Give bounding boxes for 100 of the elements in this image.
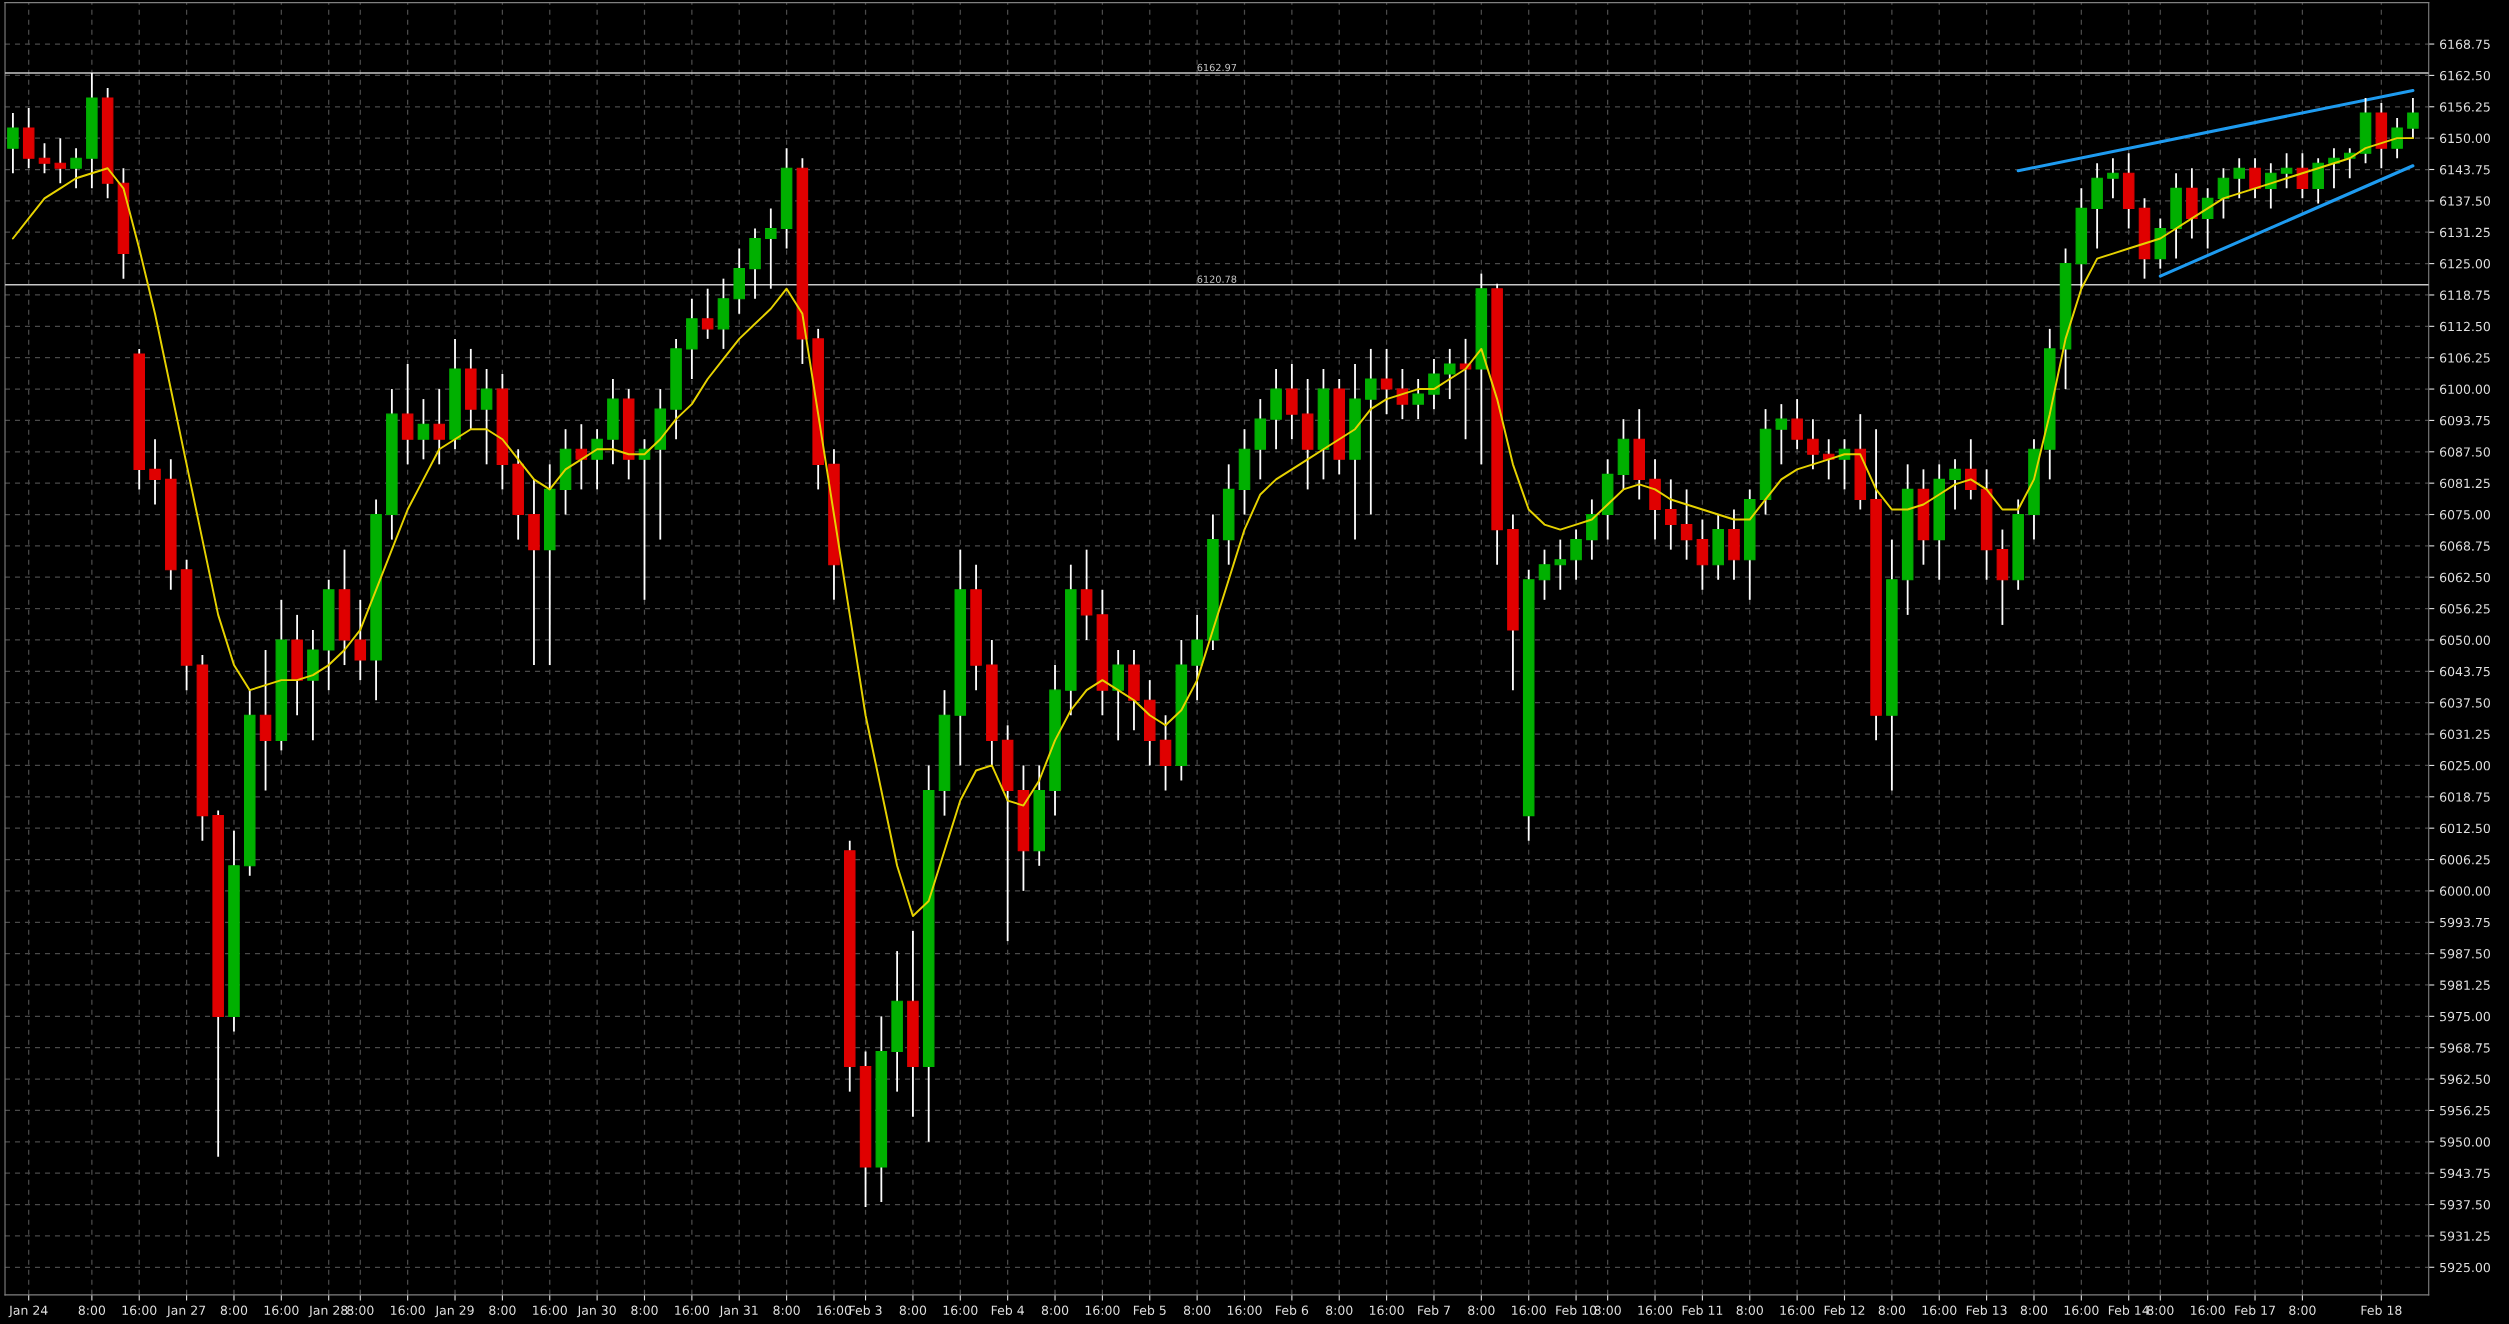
y-tick-label: 6012.50 bbox=[2440, 823, 2490, 834]
y-tick-label: 6068.75 bbox=[2440, 541, 2490, 551]
y-tick-label: 6125.00 bbox=[2440, 259, 2490, 269]
x-tick-label: 16:00 bbox=[122, 1305, 157, 1315]
y-tick-label: 6112.50 bbox=[2440, 321, 2490, 332]
x-tick-label: 16:00 bbox=[533, 1305, 567, 1315]
y-tick-label: 6137.50 bbox=[2440, 196, 2490, 206]
x-tick-label: 8:00 bbox=[1736, 1305, 1763, 1315]
x-tick-label: 16:00 bbox=[2191, 1305, 2225, 1315]
candlestick bbox=[1538, 548, 1551, 601]
y-tick-label: 6150.00 bbox=[2440, 133, 2490, 144]
ref-line-label: 6120.78 bbox=[1197, 275, 1237, 283]
y-tick-label: 6006.25 bbox=[2440, 855, 2490, 865]
y-tick-label: 6118.75 bbox=[2440, 290, 2490, 300]
candlestick bbox=[2107, 157, 2119, 200]
candlestick bbox=[591, 428, 603, 491]
x-tick-label: 8:00 bbox=[899, 1305, 927, 1315]
y-tick-label: 6106.25 bbox=[2440, 353, 2490, 363]
candlestick bbox=[701, 287, 714, 340]
y-tick-label: 5937.50 bbox=[2440, 1200, 2490, 1210]
x-tick-label: Feb 11 bbox=[1682, 1305, 1723, 1315]
y-tick-label: 5987.50 bbox=[2440, 949, 2490, 959]
y-tick-label: 5950.00 bbox=[2440, 1137, 2490, 1147]
x-tick-label: Feb 18 bbox=[2361, 1305, 2402, 1315]
x-tick-label: 8:00 bbox=[773, 1305, 800, 1315]
y-tick-label: 5981.25 bbox=[2440, 980, 2490, 990]
x-tick-label: Jan 28 bbox=[308, 1305, 348, 1318]
candlestick bbox=[7, 112, 19, 175]
candlestick bbox=[1443, 348, 1456, 401]
y-tick-label: 5925.00 bbox=[2440, 1262, 2490, 1273]
x-tick-label: 16:00 bbox=[1922, 1305, 1957, 1315]
candlestick bbox=[1428, 358, 1440, 411]
candlestick bbox=[1775, 403, 1788, 466]
x-tick-label: 8:00 bbox=[2020, 1305, 2048, 1315]
candlestick bbox=[1665, 478, 1677, 551]
x-tick-label: Jan 29 bbox=[434, 1305, 474, 1318]
x-tick-label: 16:00 bbox=[1512, 1305, 1546, 1315]
candlestick bbox=[1380, 348, 1393, 416]
y-tick-label: 6000.00 bbox=[2440, 886, 2490, 896]
y-tick-label: 5993.75 bbox=[2440, 917, 2490, 928]
x-tick-label: 8:00 bbox=[220, 1305, 248, 1315]
candlestick bbox=[417, 398, 430, 461]
candlestick bbox=[1412, 378, 1424, 421]
y-tick-label: 5931.25 bbox=[2440, 1231, 2490, 1241]
x-tick-label: 16:00 bbox=[391, 1305, 425, 1315]
candlestick bbox=[2265, 162, 2277, 210]
x-tick-label: 8:00 bbox=[631, 1305, 658, 1315]
candlestick bbox=[149, 438, 161, 506]
y-tick-label: 6050.00 bbox=[2440, 635, 2490, 645]
candlestick bbox=[1965, 438, 1977, 501]
candlestick bbox=[2391, 117, 2403, 160]
x-tick-label: 16:00 bbox=[1227, 1305, 1262, 1315]
x-tick-label: Feb 17 bbox=[2235, 1305, 2275, 1315]
y-tick-label: 6043.75 bbox=[2440, 666, 2490, 677]
candlestick bbox=[38, 142, 51, 175]
y-tick-label: 6156.25 bbox=[2440, 102, 2490, 112]
x-tick-label: 8:00 bbox=[489, 1305, 516, 1315]
x-tick-label: Feb 3 bbox=[849, 1305, 882, 1315]
y-tick-label: 6087.50 bbox=[2440, 447, 2490, 457]
ref-line-label: 6162.97 bbox=[1197, 63, 1237, 72]
x-tick-label: 8:00 bbox=[1183, 1305, 1211, 1315]
x-tick-label: 16:00 bbox=[2064, 1305, 2099, 1315]
x-tick-label: 16:00 bbox=[1085, 1305, 1120, 1315]
y-tick-label: 6075.00 bbox=[2440, 509, 2490, 520]
candlestick bbox=[1807, 418, 1819, 471]
candlestick bbox=[1791, 398, 1803, 451]
y-tick-label: 6018.75 bbox=[2440, 792, 2490, 802]
x-tick-label: Jan 27 bbox=[166, 1305, 206, 1318]
y-tick-label: 6131.25 bbox=[2440, 227, 2490, 238]
x-tick-label: 8:00 bbox=[1468, 1305, 1495, 1315]
x-tick-label: 16:00 bbox=[1638, 1305, 1673, 1315]
candlestick bbox=[1570, 528, 1582, 581]
candlestick bbox=[1554, 538, 1567, 591]
candlestick bbox=[2201, 187, 2214, 250]
y-tick-label: 6081.25 bbox=[2440, 478, 2490, 489]
x-tick-label: 16:00 bbox=[1369, 1305, 1404, 1315]
x-tick-label: 16:00 bbox=[943, 1305, 978, 1315]
x-tick-label: Jan 31 bbox=[719, 1305, 758, 1318]
candlestick bbox=[1949, 458, 1961, 511]
y-tick-label: 5962.50 bbox=[2440, 1074, 2490, 1085]
candlestick bbox=[2280, 152, 2293, 190]
candlestick bbox=[1680, 488, 1693, 561]
y-tick-label: 6025.00 bbox=[2440, 760, 2490, 771]
candlestick bbox=[433, 388, 445, 466]
candlestick bbox=[70, 147, 82, 190]
x-tick-label: 8:00 bbox=[347, 1305, 374, 1315]
x-tick-label: 8:00 bbox=[1326, 1305, 1353, 1315]
x-tick-label: Feb 12 bbox=[1824, 1305, 1865, 1315]
candlestick bbox=[354, 598, 367, 682]
x-tick-label: 8:00 bbox=[78, 1305, 106, 1315]
y-tick-label: 6037.50 bbox=[2440, 698, 2490, 708]
candlestick bbox=[1365, 348, 1377, 516]
candlestick bbox=[480, 368, 493, 466]
y-tick-label: 5975.00 bbox=[2440, 1011, 2490, 1022]
x-tick-label: Jan 30 bbox=[576, 1305, 616, 1318]
y-tick-label: 5968.75 bbox=[2440, 1043, 2490, 1053]
y-tick-label: 6062.50 bbox=[2440, 572, 2490, 583]
candlestick bbox=[575, 423, 588, 491]
y-tick-label: 5956.25 bbox=[2440, 1105, 2490, 1116]
y-tick-label: 6143.75 bbox=[2440, 164, 2490, 175]
